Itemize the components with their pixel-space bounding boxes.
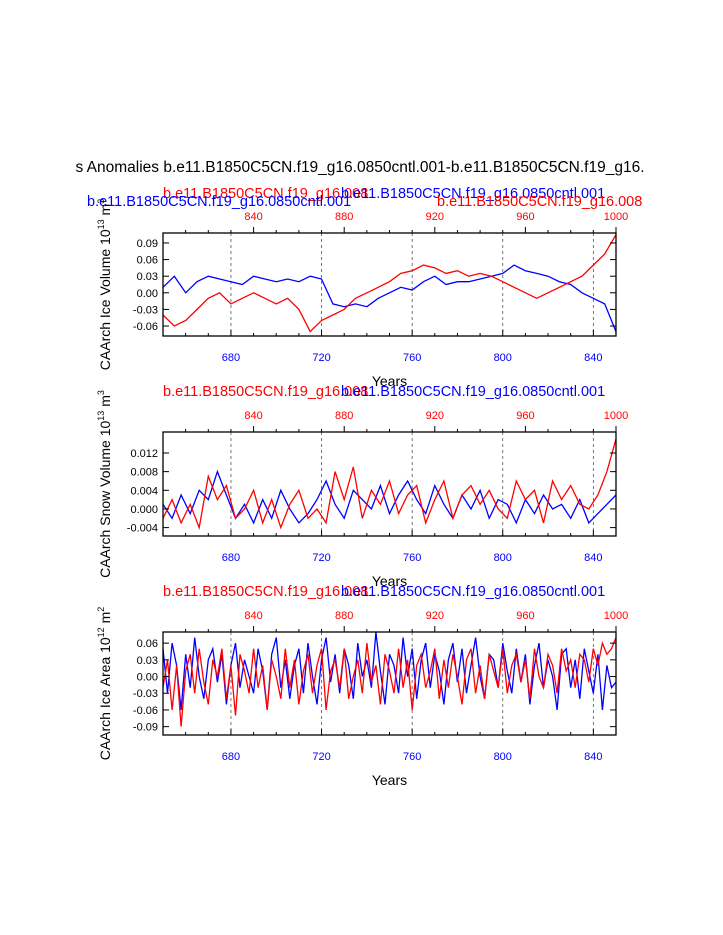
y-tick-label: 0.008 [130, 467, 158, 479]
x-tick-label-bottom: 760 [403, 352, 421, 364]
y-tick-label: 0.06 [137, 638, 158, 650]
run-name-red: b.e11.B1850C5CN.f19_g16.008 [163, 186, 368, 202]
y-tick-label: 0.004 [130, 485, 158, 497]
x-tick-label-top: 840 [244, 410, 262, 422]
x-tick-label-top: 960 [516, 610, 534, 622]
figure-title: s Anomalies b.e11.B1850C5CN.f19_g16.0850… [75, 159, 644, 176]
x-tick-label-bottom: 680 [222, 552, 240, 564]
x-axis-label: Years [372, 772, 407, 788]
x-tick-label-top: 920 [426, 610, 444, 622]
series-line [162, 469, 617, 525]
plot-frame [162, 232, 617, 337]
x-tick-label-bottom: 800 [494, 552, 512, 564]
x-tick-label-top: 960 [516, 410, 534, 422]
y-tick-label: -0.03 [133, 304, 158, 316]
run-name-blue: b.e11.B1850C5CN.f19_g16.0850cntl.001 [341, 186, 605, 202]
x-tick-label-top: 960 [516, 211, 534, 223]
y-tick-label: -0.09 [133, 722, 158, 734]
panel-ice-volume: 0.09 0.06 0.03 0.00 -0.03 -0.06 680 720 760 800 84… [87, 186, 642, 389]
x-tick-label-bottom: 760 [403, 751, 421, 763]
y-tick-label: 0.03 [137, 655, 158, 667]
x-tick-label-bottom: 840 [584, 552, 602, 564]
y-tick-label: -0.03 [133, 688, 158, 700]
x-tick-label-top: 1000 [604, 610, 628, 622]
x-tick-label-top: 880 [335, 410, 353, 422]
x-tick-label-top: 920 [426, 211, 444, 223]
x-tick-label-top: 880 [335, 211, 353, 223]
x-tick-label-bottom: 840 [584, 751, 602, 763]
y-axis-label: CAArch Ice Volume 1013 m3 [96, 199, 113, 370]
series-line [162, 438, 617, 531]
series-line [162, 637, 617, 727]
run-name-blue: b.e11.B1850C5CN.f19_g16.0850cntl.001 [341, 584, 605, 600]
x-axis-label: Years [372, 373, 407, 389]
y-tick-label: -0.06 [133, 321, 158, 333]
x-tick-label-bottom: 720 [312, 552, 330, 564]
x-tick-label-bottom: 760 [403, 552, 421, 564]
run-name-red: b.e11.B1850C5CN.f19_g16.008 [163, 384, 368, 400]
y-tick-label: 0.012 [130, 448, 158, 460]
x-tick-label-bottom: 800 [494, 751, 512, 763]
y-tick-label: 0.00 [137, 288, 158, 300]
y-tick-label: -0.004 [127, 523, 158, 535]
plot-frame [162, 631, 617, 736]
panel-ice-area: 0.06 0.03 0.00 -0.03 -0.06 -0.09 680 720 760 800 8… [96, 584, 628, 788]
panel-snow-volume: 0.012 0.008 0.004 0.000 -0.004 680 720 760 800 84… [96, 384, 628, 589]
y-tick-label: 0.09 [137, 238, 158, 250]
run-name-red: b.e11.B1850C5CN.f19_g16.008 [163, 584, 368, 600]
x-tick-label-bottom: 720 [312, 352, 330, 364]
x-tick-label-bottom: 720 [312, 751, 330, 763]
x-tick-label-bottom: 680 [222, 352, 240, 364]
series-line [162, 234, 617, 333]
run-name-blue-left: b.e11.B1850C5CN.f19_g16.0850cntl.001 [87, 194, 351, 210]
x-tick-label-top: 920 [426, 410, 444, 422]
x-tick-label-bottom: 680 [222, 751, 240, 763]
y-tick-label: 0.03 [137, 271, 158, 283]
y-tick-label: 0.06 [137, 255, 158, 267]
x-axis-label: Years [372, 573, 407, 589]
plot-frame [162, 431, 617, 537]
x-tick-label-top: 840 [244, 610, 262, 622]
x-tick-label-top: 880 [335, 610, 353, 622]
x-tick-label-top: 840 [244, 211, 262, 223]
series-line [162, 264, 617, 332]
y-tick-label: 0.000 [130, 504, 158, 516]
x-tick-label-bottom: 800 [494, 352, 512, 364]
y-axis-label: CAArch Ice Area 1012 m2 [96, 607, 113, 761]
x-tick-label-top: 1000 [604, 211, 628, 223]
y-tick-label: -0.06 [133, 705, 158, 717]
run-name-blue: b.e11.B1850C5CN.f19_g16.0850cntl.001 [341, 384, 605, 400]
x-tick-label-bottom: 840 [584, 352, 602, 364]
run-name-red-right: b.e11.B1850C5CN.f19_g16.008 [437, 194, 642, 210]
x-tick-label-top: 1000 [604, 410, 628, 422]
y-tick-label: 0.00 [137, 672, 158, 684]
y-axis-label: CAArch Snow Volume 1013 m3 [96, 390, 113, 578]
